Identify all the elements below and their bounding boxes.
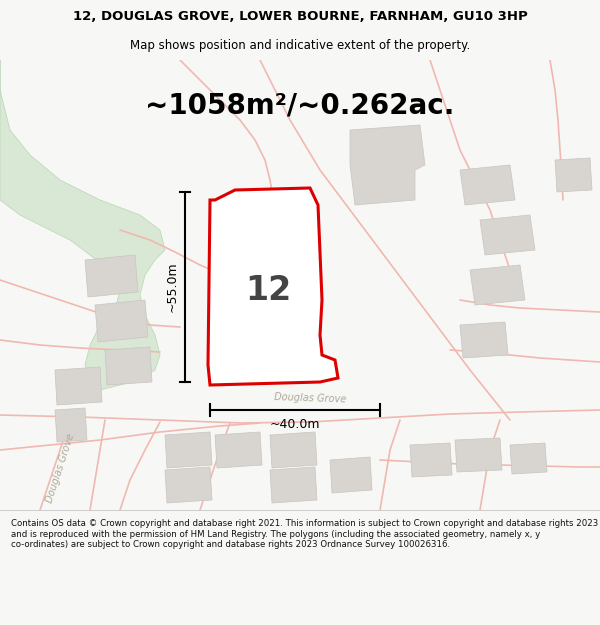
Text: ~55.0m: ~55.0m [166, 262, 179, 312]
Polygon shape [410, 443, 452, 477]
Polygon shape [555, 158, 592, 192]
Polygon shape [165, 432, 212, 468]
Text: Douglas Grove: Douglas Grove [274, 392, 346, 404]
Polygon shape [165, 467, 212, 503]
Polygon shape [510, 443, 547, 474]
Polygon shape [215, 432, 262, 468]
Polygon shape [95, 300, 148, 342]
Polygon shape [470, 265, 525, 305]
Polygon shape [85, 255, 138, 297]
Polygon shape [105, 347, 152, 385]
Polygon shape [270, 467, 317, 503]
Polygon shape [0, 60, 165, 390]
Polygon shape [55, 367, 102, 405]
Polygon shape [55, 408, 87, 442]
Text: ~1058m²/~0.262ac.: ~1058m²/~0.262ac. [145, 91, 455, 119]
Polygon shape [350, 125, 425, 205]
Text: Contains OS data © Crown copyright and database right 2021. This information is : Contains OS data © Crown copyright and d… [11, 519, 598, 549]
Polygon shape [455, 438, 502, 472]
Polygon shape [270, 432, 317, 468]
Text: Douglas Grove: Douglas Grove [44, 432, 76, 504]
Polygon shape [460, 165, 515, 205]
Text: 12, DOUGLAS GROVE, LOWER BOURNE, FARNHAM, GU10 3HP: 12, DOUGLAS GROVE, LOWER BOURNE, FARNHAM… [73, 10, 527, 23]
Polygon shape [480, 215, 535, 255]
Polygon shape [330, 457, 372, 493]
Polygon shape [208, 188, 338, 385]
Text: Map shows position and indicative extent of the property.: Map shows position and indicative extent… [130, 39, 470, 51]
Polygon shape [460, 322, 508, 358]
Text: 12: 12 [245, 274, 291, 306]
Text: ~40.0m: ~40.0m [270, 418, 320, 431]
